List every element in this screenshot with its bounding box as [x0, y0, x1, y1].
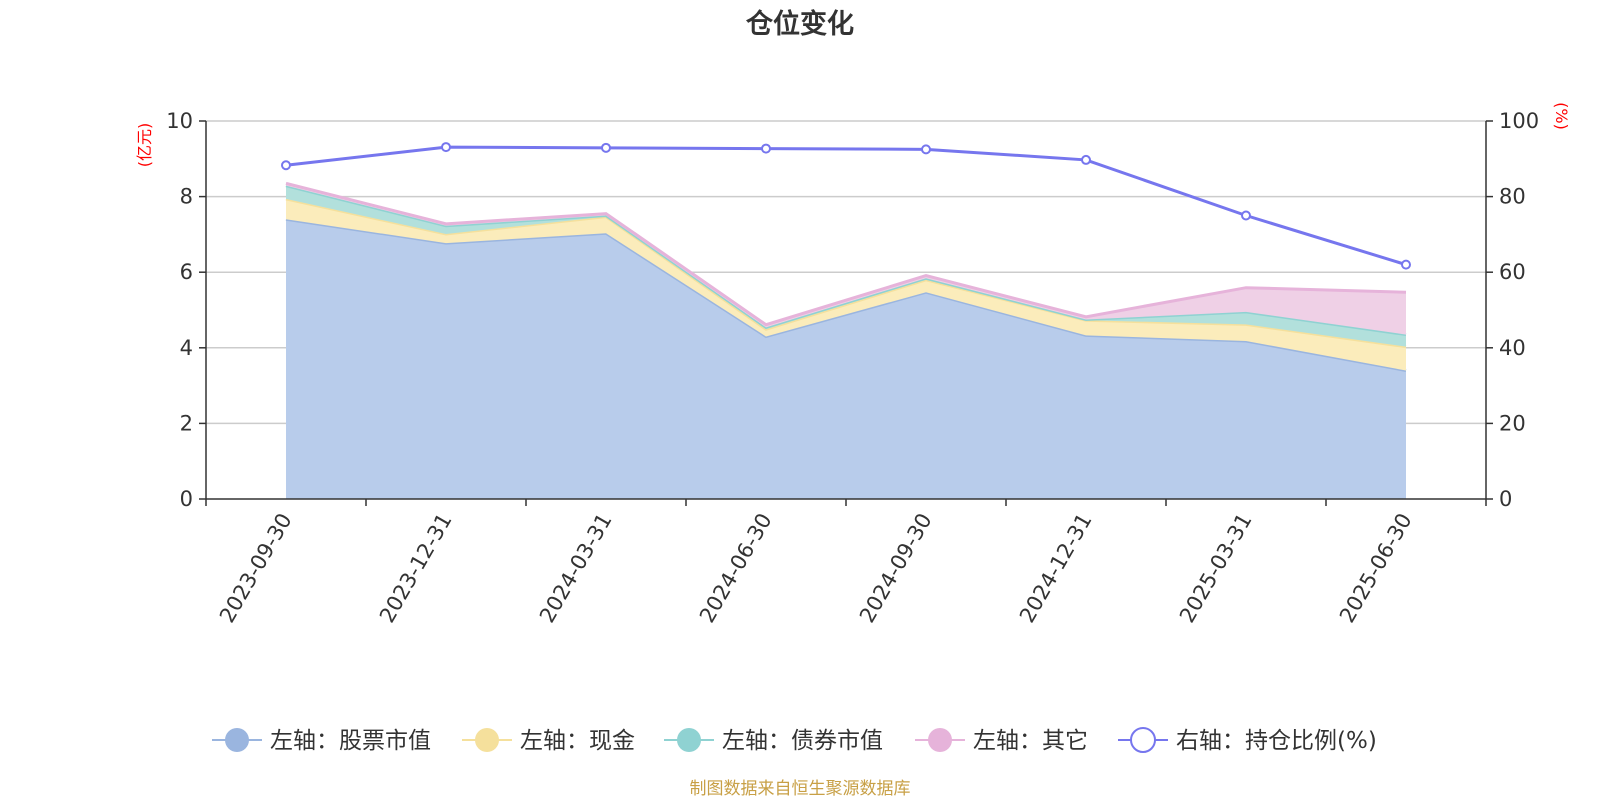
legend-label: 左轴：股票市值 — [270, 728, 431, 754]
left-axis-unit: (亿元) — [135, 123, 154, 168]
x-axis-tick-label: 2024-06-30 — [695, 509, 777, 627]
right-axis-tick-label: 80 — [1499, 185, 1526, 209]
left-axis-tick-label: 0 — [180, 487, 193, 511]
area-1 — [286, 219, 1406, 499]
area-edge-4 — [285, 181, 1407, 327]
left-axis-tick-label: 10 — [166, 109, 193, 133]
ratio-point — [441, 142, 451, 153]
legend-item[interactable]: 左轴：股票市值 — [212, 728, 431, 754]
area-3 — [286, 185, 1406, 347]
right-axis-tick-label: 0 — [1499, 487, 1512, 511]
legend-label: 右轴：持仓比例(%) — [1176, 728, 1377, 754]
x-axis-tick-label: 2023-09-30 — [215, 509, 297, 627]
legend-swatch-marker — [475, 728, 499, 752]
chart-title: 仓位变化 — [745, 8, 854, 40]
left-axis-tick-label: 6 — [180, 260, 193, 284]
ratio-point — [761, 143, 771, 154]
area-series-layer — [285, 181, 1407, 499]
x-axis-tick-label: 2024-09-30 — [855, 509, 937, 627]
right-axis-tick-label: 40 — [1499, 336, 1526, 360]
ratio-point — [1401, 259, 1411, 270]
x-axis-tick-label: 2025-06-30 — [1335, 509, 1417, 627]
legend-swatch-marker — [677, 728, 701, 752]
legend-label: 左轴：其它 — [973, 728, 1088, 754]
legend-label: 左轴：债券市值 — [722, 728, 883, 754]
right-axis-unit: (%) — [1552, 102, 1571, 130]
left-axis-tick-label: 2 — [180, 411, 193, 435]
legend-swatch-marker — [225, 728, 249, 752]
x-axis-tick-label: 2024-03-31 — [535, 509, 617, 627]
ratio-line-layer — [281, 142, 1411, 270]
area-2 — [286, 198, 1406, 371]
left-axis-tick-label: 8 — [180, 185, 193, 209]
legend-swatch-marker — [928, 728, 952, 752]
legend-swatch-marker — [1130, 727, 1156, 753]
ratio-point — [1241, 210, 1251, 221]
legend-item[interactable]: 左轴：其它 — [915, 728, 1088, 754]
legend-item[interactable]: 右轴：持仓比例(%) — [1118, 727, 1377, 754]
legend-item[interactable]: 左轴：现金 — [462, 728, 635, 754]
ratio-point — [281, 160, 291, 171]
right-axis-tick-label: 20 — [1499, 411, 1526, 435]
x-axis-tick-label: 2025-03-31 — [1175, 509, 1257, 627]
x-axis-tick-label: 2023-12-31 — [375, 509, 457, 627]
data-source-note: 制图数据来自恒生聚源数据库 — [690, 779, 911, 799]
legend-label: 左轴：现金 — [520, 728, 635, 754]
legend-item[interactable]: 左轴：债券市值 — [664, 728, 883, 754]
ratio-point — [601, 142, 611, 153]
legend: 左轴：股票市值 左轴：现金 左轴：债券市值 左轴：其它 右轴：持仓比例(%) — [212, 727, 1377, 754]
ratio-point — [1081, 154, 1091, 165]
x-axis-tick-label: 2024-12-31 — [1015, 509, 1097, 627]
right-axis-tick-label: 100 — [1499, 109, 1539, 133]
ratio-point — [921, 144, 931, 155]
ratio-line — [285, 145, 1407, 267]
right-axis-tick-label: 60 — [1499, 260, 1526, 284]
left-axis-tick-label: 4 — [180, 336, 193, 360]
